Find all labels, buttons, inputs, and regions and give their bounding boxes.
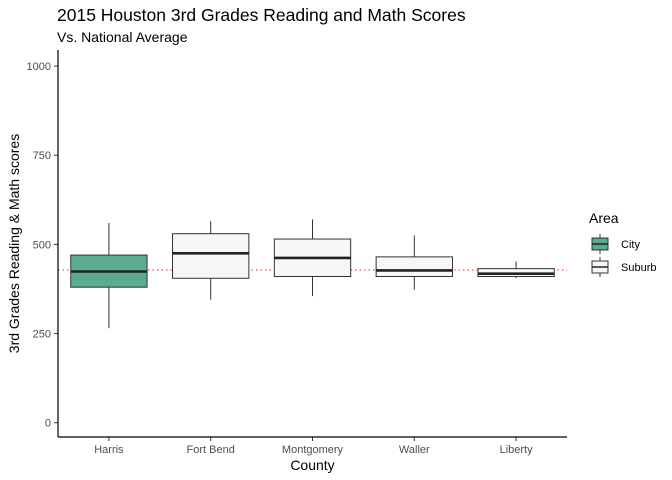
x-axis-title: County — [290, 457, 334, 473]
y-tick-label: 0 — [45, 418, 51, 430]
legend-title: Area — [589, 210, 619, 226]
box-fort-bend — [172, 233, 250, 279]
x-tick-label: Waller — [399, 444, 430, 456]
x-tick-label: Harris — [94, 444, 124, 456]
y-axis-title: 3rd Grades Reading & Math scores — [6, 134, 22, 353]
x-tick-label: Liberty — [500, 444, 534, 456]
legend-label: Suburb — [621, 262, 656, 274]
chart-subtitle: Vs. National Average — [57, 29, 188, 45]
y-tick-label: 750 — [33, 150, 51, 162]
y-tick-label: 250 — [33, 329, 51, 341]
y-tick-label: 1000 — [27, 61, 51, 73]
y-tick-label: 500 — [33, 239, 51, 251]
legend-label: City — [621, 239, 640, 251]
x-tick-label: Montgomery — [282, 444, 344, 456]
x-tick-label: Fort Bend — [187, 444, 235, 456]
chart-title: 2015 Houston 3rd Grades Reading and Math… — [57, 5, 466, 25]
box-waller — [375, 256, 453, 277]
